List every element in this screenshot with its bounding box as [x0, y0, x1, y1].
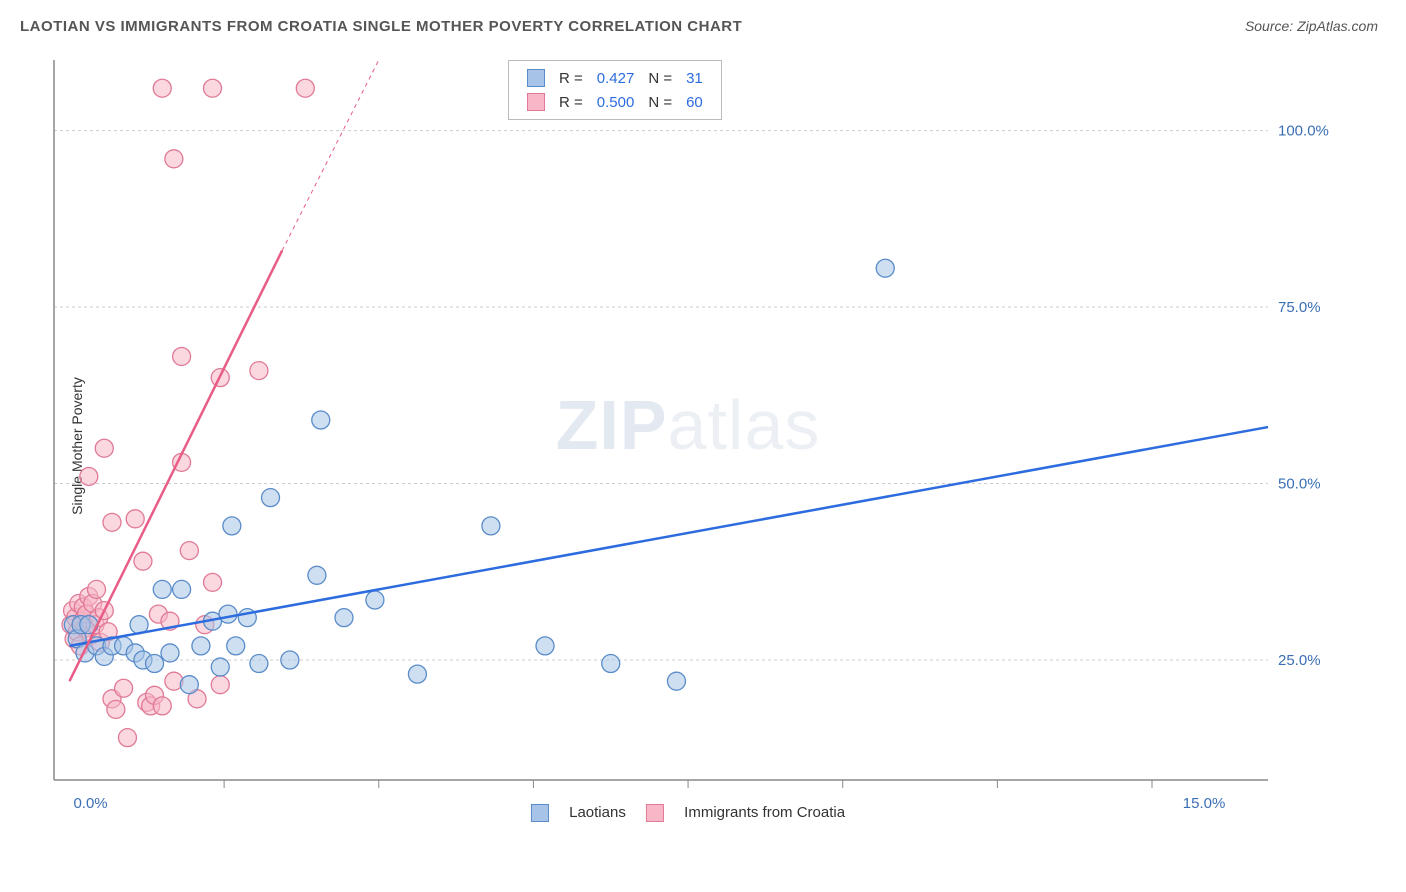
- legend-swatch-pink: [527, 93, 545, 111]
- svg-text:0.0%: 0.0%: [73, 795, 107, 812]
- legend-stats-row: R = 0.500 N = 60: [521, 91, 709, 113]
- source-label: Source: ZipAtlas.com: [1245, 18, 1378, 34]
- plot-area: ZIPatlas 25.0%50.0%75.0%100.0%0.0%15.0% …: [48, 60, 1328, 820]
- chart-title: LAOTIAN VS IMMIGRANTS FROM CROATIA SINGL…: [20, 18, 742, 35]
- legend-stats-row: R = 0.427 N = 31: [521, 67, 709, 89]
- legend-series: Laotians Immigrants from Croatia: [523, 804, 853, 822]
- legend-series-label: Immigrants from Croatia: [684, 804, 845, 821]
- svg-text:25.0%: 25.0%: [1278, 652, 1321, 669]
- legend-swatch-blue: [527, 69, 545, 87]
- svg-text:50.0%: 50.0%: [1278, 476, 1321, 493]
- legend-swatch-pink: [646, 804, 664, 822]
- watermark: ZIPatlas: [556, 385, 821, 465]
- legend-stats: R = 0.427 N = 31 R = 0.500 N = 60: [508, 60, 722, 120]
- svg-text:75.0%: 75.0%: [1278, 299, 1321, 316]
- legend-series-label: Laotians: [569, 804, 626, 821]
- legend-swatch-blue: [531, 804, 549, 822]
- svg-text:15.0%: 15.0%: [1183, 795, 1226, 812]
- svg-text:100.0%: 100.0%: [1278, 123, 1329, 140]
